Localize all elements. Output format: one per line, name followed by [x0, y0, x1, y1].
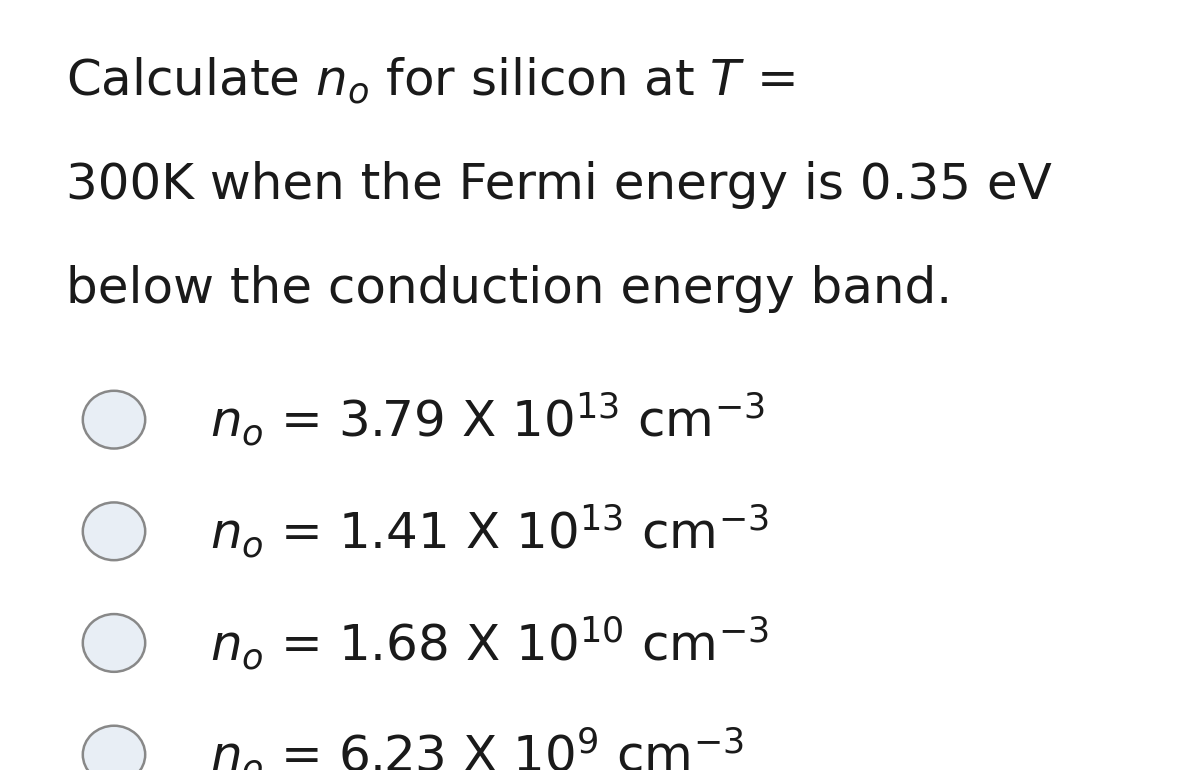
- Text: $n_o$ = 1.41 X 10$^{13}$ cm$^{-3}$: $n_o$ = 1.41 X 10$^{13}$ cm$^{-3}$: [210, 503, 769, 560]
- Text: Calculate $n_o$ for silicon at $T$ =: Calculate $n_o$ for silicon at $T$ =: [66, 55, 794, 106]
- Text: $n_o$ = 3.79 X 10$^{13}$ cm$^{-3}$: $n_o$ = 3.79 X 10$^{13}$ cm$^{-3}$: [210, 391, 764, 448]
- Text: $n_o$ = 6.23 X 10$^{9}$ cm$^{-3}$: $n_o$ = 6.23 X 10$^{9}$ cm$^{-3}$: [210, 726, 744, 770]
- Ellipse shape: [83, 502, 145, 560]
- Ellipse shape: [83, 725, 145, 770]
- Text: $n_o$ = 1.68 X 10$^{10}$ cm$^{-3}$: $n_o$ = 1.68 X 10$^{10}$ cm$^{-3}$: [210, 614, 769, 671]
- Text: below the conduction energy band.: below the conduction energy band.: [66, 265, 952, 313]
- Ellipse shape: [83, 614, 145, 671]
- Ellipse shape: [83, 390, 145, 448]
- Text: 300K when the Fermi energy is 0.35 eV: 300K when the Fermi energy is 0.35 eV: [66, 161, 1052, 209]
